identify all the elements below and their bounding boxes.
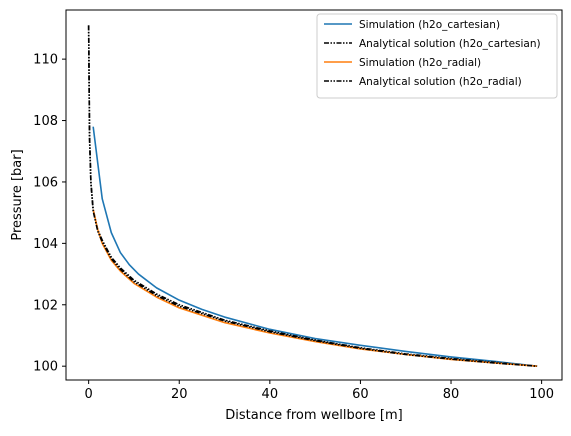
legend-label: Simulation (h2o_cartesian): [359, 19, 500, 31]
legend-label: Analytical solution (h2o_cartesian): [359, 38, 541, 50]
y-tick-label: 102: [33, 298, 58, 313]
x-tick-label: 0: [85, 387, 93, 402]
series-line-3: [92, 209, 538, 367]
y-tick-label: 106: [33, 175, 58, 190]
y-tick-label: 100: [33, 360, 58, 375]
x-tick-label: 20: [171, 387, 188, 402]
y-tick-label: 108: [33, 114, 58, 129]
series-line-4: [87, 25, 538, 367]
y-axis-label: Pressure [bar]: [10, 149, 25, 240]
series-line-1: [92, 126, 538, 367]
y-tick-label: 104: [33, 237, 58, 252]
x-axis-label: Distance from wellbore [m]: [225, 408, 402, 423]
legend-box: [316, 13, 558, 99]
legend: Simulation (h2o_cartesian) Analytical sol…: [316, 13, 558, 99]
y-tick-label: 110: [33, 53, 58, 68]
x-tick-label: 40: [262, 387, 279, 402]
plot-lines: [87, 25, 538, 367]
plot-frame: [65, 9, 563, 381]
x-axis-ticks: 0 20 40 60 80 100: [85, 380, 554, 402]
x-tick-label: 80: [443, 387, 460, 402]
legend-label: Analytical solution (h2o_radial): [359, 76, 522, 88]
x-tick-label: 60: [352, 387, 369, 402]
x-tick-label: 100: [529, 387, 554, 402]
y-axis-ticks: 100 102 104 106 108 110: [33, 53, 66, 375]
legend-label: Simulation (h2o_radial): [359, 57, 481, 69]
